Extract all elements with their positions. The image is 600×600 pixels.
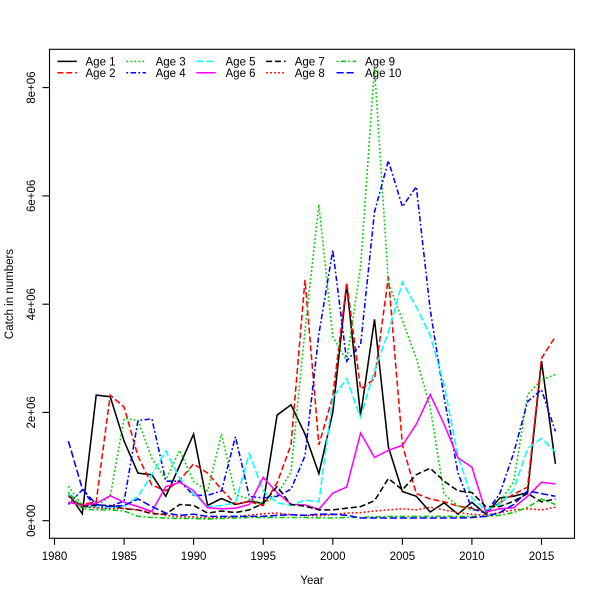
svg-text:Age 1: Age 1	[86, 57, 116, 69]
svg-text:2e+06: 2e+06	[26, 396, 38, 428]
svg-text:1990: 1990	[181, 551, 207, 563]
svg-text:Age 2: Age 2	[86, 68, 116, 80]
svg-text:Age 8: Age 8	[295, 68, 325, 80]
svg-text:Age 3: Age 3	[156, 57, 186, 69]
svg-text:1995: 1995	[250, 551, 276, 563]
svg-text:8e+06: 8e+06	[26, 71, 38, 103]
svg-text:Year: Year	[300, 575, 323, 587]
svg-text:Age 5: Age 5	[226, 57, 256, 69]
svg-text:4e+06: 4e+06	[26, 288, 38, 320]
svg-text:0e+00: 0e+00	[26, 505, 38, 537]
svg-text:1985: 1985	[111, 551, 137, 563]
svg-text:2010: 2010	[459, 551, 485, 563]
svg-text:Age 9: Age 9	[365, 57, 395, 69]
svg-text:Age 4: Age 4	[156, 68, 187, 80]
svg-text:6e+06: 6e+06	[26, 180, 38, 212]
svg-text:Age 7: Age 7	[295, 57, 325, 69]
svg-text:Catch in numbers: Catch in numbers	[4, 249, 16, 339]
svg-text:Age 6: Age 6	[226, 68, 256, 80]
svg-text:2000: 2000	[320, 551, 346, 563]
svg-text:1980: 1980	[42, 551, 68, 563]
svg-text:2015: 2015	[529, 551, 555, 563]
svg-text:Age 10: Age 10	[365, 68, 401, 80]
svg-text:2005: 2005	[390, 551, 416, 563]
